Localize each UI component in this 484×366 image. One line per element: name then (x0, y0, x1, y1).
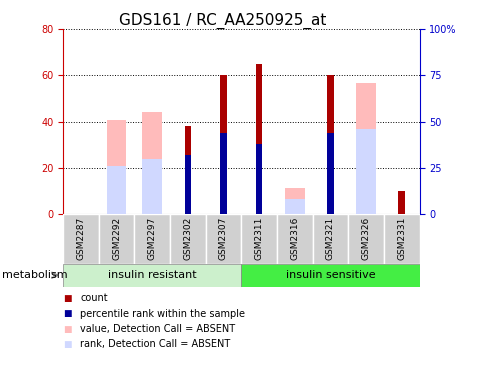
Text: GSM2331: GSM2331 (396, 217, 406, 260)
Bar (99, 214, 134, 264)
Text: GDS161 / RC_AA250925_at: GDS161 / RC_AA250925_at (119, 13, 326, 29)
Text: GSM2326: GSM2326 (361, 217, 370, 260)
Text: ■: ■ (63, 294, 72, 303)
Bar (106, 166, 126, 214)
Text: GSM2311: GSM2311 (254, 217, 263, 260)
Bar (169, 214, 205, 264)
Text: GSM2316: GSM2316 (289, 217, 299, 260)
Bar (220, 75, 226, 214)
Bar (256, 64, 262, 214)
Text: GSM2302: GSM2302 (183, 217, 192, 260)
Bar (142, 112, 162, 214)
Bar (241, 264, 419, 287)
Bar (285, 199, 304, 214)
Text: GSM2287: GSM2287 (76, 217, 85, 260)
Bar (184, 155, 191, 214)
Text: GSM2297: GSM2297 (147, 217, 156, 260)
Text: GSM2321: GSM2321 (325, 217, 334, 260)
Bar (106, 120, 126, 214)
Bar (256, 144, 262, 214)
Bar (312, 214, 348, 264)
Bar (356, 83, 375, 214)
Bar (134, 214, 170, 264)
Text: ■: ■ (63, 325, 72, 333)
Bar (142, 159, 162, 214)
Bar (241, 214, 276, 264)
Bar (348, 214, 383, 264)
Text: ■: ■ (63, 309, 72, 318)
Bar (184, 126, 191, 214)
Bar (63, 264, 241, 287)
Bar (276, 214, 312, 264)
Text: percentile rank within the sample: percentile rank within the sample (80, 309, 244, 319)
Bar (327, 75, 333, 214)
Bar (220, 133, 226, 214)
Text: GSM2292: GSM2292 (112, 217, 121, 260)
Text: ■: ■ (63, 340, 72, 349)
Text: metabolism: metabolism (2, 270, 68, 280)
Text: insulin resistant: insulin resistant (107, 270, 196, 280)
Bar (205, 214, 241, 264)
Bar (398, 191, 404, 214)
Bar (285, 188, 304, 214)
Bar (327, 133, 333, 214)
Text: count: count (80, 293, 107, 303)
Bar (63, 214, 99, 264)
Bar (356, 129, 375, 214)
Text: rank, Detection Call = ABSENT: rank, Detection Call = ABSENT (80, 339, 230, 350)
Text: GSM2307: GSM2307 (218, 217, 227, 260)
Bar (383, 214, 419, 264)
Text: insulin sensitive: insulin sensitive (285, 270, 375, 280)
Text: value, Detection Call = ABSENT: value, Detection Call = ABSENT (80, 324, 235, 334)
